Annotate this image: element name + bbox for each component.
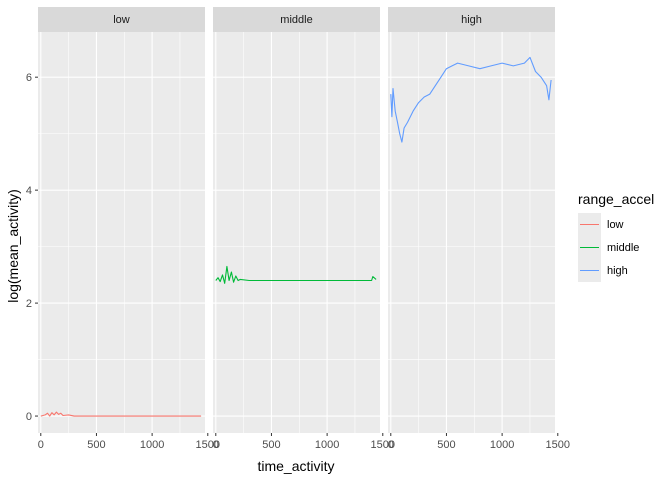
x-tick-label: 1500: [546, 439, 570, 451]
x-tick-label: 500: [262, 439, 280, 451]
y-tick-label: 2: [26, 298, 32, 310]
legend-label-high: high: [607, 265, 628, 277]
x-axis-title: time_activity: [257, 458, 334, 474]
facet-label-high: high: [461, 14, 482, 26]
y-tick-label: 6: [26, 72, 32, 84]
series-line-low: [40, 411, 202, 417]
panels-layer: low middle high: [38, 7, 559, 433]
legend-items: low middle high: [578, 213, 639, 282]
legend-title: range_accel: [578, 191, 654, 207]
y-tick-label: 0: [26, 411, 32, 423]
facet-label-low: low: [113, 14, 130, 26]
x-tick-label: 500: [437, 439, 455, 451]
y-tick-label: 4: [26, 185, 32, 197]
x-tick-label: 0: [388, 439, 394, 451]
panel-background-high: [388, 32, 555, 433]
facet-strip-low: [38, 7, 205, 32]
legend: range_accel low middle high: [578, 191, 654, 282]
legend-label-low: low: [607, 219, 624, 231]
x-tick-label: 0: [38, 439, 44, 451]
panel-background-low: [38, 32, 205, 433]
facet-strip-middle: [213, 7, 380, 32]
x-tick-label: 1500: [196, 439, 220, 451]
series-line-middle: [215, 265, 377, 284]
series-line-high: [390, 56, 552, 143]
facet-label-middle: middle: [280, 14, 312, 26]
legend-label-middle: middle: [607, 242, 639, 254]
x-tick-label: 500: [87, 439, 105, 451]
x-tick-label: 0: [213, 439, 219, 451]
x-tick-label: 1000: [490, 439, 514, 451]
x-tick-label: 1500: [371, 439, 395, 451]
facet-strip-high: [388, 7, 555, 32]
panel-background-middle: [213, 32, 380, 433]
x-tick-label: 1000: [315, 439, 339, 451]
x-tick-label: 1000: [140, 439, 164, 451]
series-layer: [40, 56, 552, 417]
y-axis-title: log(mean_activity): [5, 189, 21, 303]
